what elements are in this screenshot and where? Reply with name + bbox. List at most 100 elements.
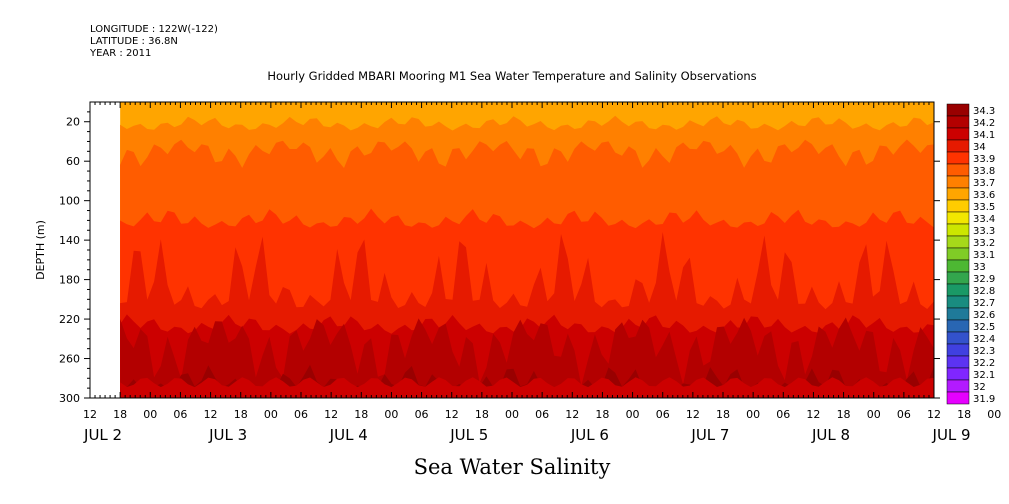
colorbar-label: 33.6 bbox=[973, 190, 995, 201]
x-hour-label: 12 bbox=[927, 408, 941, 421]
year-label: YEAR : 2011 bbox=[90, 48, 152, 59]
x-hour-label: 12 bbox=[686, 408, 700, 421]
colorbar-swatch bbox=[946, 163, 970, 177]
x-hour-label: 12 bbox=[83, 408, 97, 421]
x-hour-label: 06 bbox=[656, 408, 670, 421]
colorbar-swatch bbox=[946, 331, 970, 345]
colorbar-label: 32.8 bbox=[973, 286, 995, 297]
x-hour-label: 06 bbox=[173, 408, 187, 421]
x-day-label: JUL 2 bbox=[83, 426, 122, 444]
colorbar-label: 33.2 bbox=[973, 238, 995, 249]
x-day-label: JUL 9 bbox=[932, 426, 971, 444]
colorbar-swatch bbox=[946, 139, 970, 153]
chart-title: Hourly Gridded MBARI Mooring M1 Sea Wate… bbox=[267, 69, 757, 83]
colorbar-swatch bbox=[946, 115, 970, 129]
colorbar-swatch bbox=[946, 127, 970, 141]
x-day-label: JUL 3 bbox=[208, 426, 247, 444]
colorbar-swatch bbox=[946, 151, 970, 165]
colorbar-label: 33.5 bbox=[973, 202, 995, 213]
bottom-title: Sea Water Salinity bbox=[413, 455, 611, 479]
colorbar-swatch bbox=[946, 379, 970, 393]
x-hour-label: 18 bbox=[234, 408, 248, 421]
longitude-label: LONGITUDE : 122W(-122) bbox=[90, 24, 218, 35]
colorbar-swatch bbox=[946, 187, 970, 201]
colorbar-label: 32.6 bbox=[973, 310, 995, 321]
colorbar-label: 32.2 bbox=[973, 358, 995, 369]
x-day-label: JUL 8 bbox=[811, 426, 850, 444]
x-hour-label: 00 bbox=[143, 408, 157, 421]
colorbar-swatch bbox=[946, 223, 970, 237]
x-hour-label: 12 bbox=[324, 408, 338, 421]
colorbar-swatch bbox=[946, 235, 970, 249]
y-axis-label: DEPTH (m) bbox=[34, 220, 47, 280]
latitude-label: LATITUDE : 36.8N bbox=[90, 36, 178, 47]
colorbar-legend: 34.334.234.13433.933.833.733.633.533.433… bbox=[946, 103, 995, 405]
x-hour-label: 06 bbox=[776, 408, 790, 421]
x-hour-label: 18 bbox=[837, 408, 851, 421]
y-tick-label: 140 bbox=[59, 234, 80, 247]
colorbar-label: 33.4 bbox=[973, 214, 995, 225]
x-day-label: JUL 5 bbox=[449, 426, 488, 444]
x-hour-label: 18 bbox=[595, 408, 609, 421]
colorbar-label: 33.9 bbox=[973, 154, 995, 165]
x-day-label: JUL 7 bbox=[690, 426, 729, 444]
x-hour-label: 06 bbox=[294, 408, 308, 421]
colorbar-label: 33.1 bbox=[973, 250, 995, 261]
x-hour-label: 06 bbox=[897, 408, 911, 421]
colorbar-label: 32.5 bbox=[973, 322, 995, 333]
x-hour-label: 18 bbox=[716, 408, 730, 421]
colorbar-label: 33.8 bbox=[973, 166, 995, 177]
colorbar-label: 32.1 bbox=[973, 370, 995, 381]
x-hour-label: 00 bbox=[746, 408, 760, 421]
colorbar-swatch bbox=[946, 319, 970, 333]
colorbar-swatch bbox=[946, 343, 970, 357]
colorbar-swatch bbox=[946, 271, 970, 285]
x-day-label: JUL 4 bbox=[329, 426, 368, 444]
x-hour-label: 12 bbox=[445, 408, 459, 421]
colorbar-label: 34.1 bbox=[973, 130, 995, 141]
x-hour-label: 00 bbox=[384, 408, 398, 421]
colorbar-label: 32.9 bbox=[973, 274, 995, 285]
colorbar-label: 33.3 bbox=[973, 226, 995, 237]
colorbar-swatch bbox=[946, 175, 970, 189]
colorbar-swatch bbox=[946, 355, 970, 369]
colorbar-label: 32 bbox=[973, 382, 986, 393]
x-day-label: JUL 6 bbox=[570, 426, 609, 444]
y-tick-label: 180 bbox=[59, 274, 80, 287]
x-hour-label: 00 bbox=[505, 408, 519, 421]
x-hour-label: 00 bbox=[987, 408, 1001, 421]
colorbar-label: 32.3 bbox=[973, 346, 995, 357]
colorbar-swatch bbox=[946, 259, 970, 273]
x-hour-label: 12 bbox=[806, 408, 820, 421]
colorbar-label: 34.3 bbox=[973, 106, 995, 117]
colorbar-swatch bbox=[946, 283, 970, 297]
colorbar-label: 33.7 bbox=[973, 178, 995, 189]
plot-area bbox=[120, 102, 935, 399]
y-tick-label: 100 bbox=[59, 195, 80, 208]
y-tick-label: 220 bbox=[59, 313, 80, 326]
deep-band bbox=[120, 377, 935, 398]
x-hour-label: 00 bbox=[626, 408, 640, 421]
colorbar-swatch bbox=[946, 211, 970, 225]
x-hour-label: 00 bbox=[867, 408, 881, 421]
colorbar-label: 34.2 bbox=[973, 118, 995, 129]
x-hour-label: 12 bbox=[204, 408, 218, 421]
colorbar-label: 33 bbox=[973, 262, 986, 273]
colorbar-swatch bbox=[946, 391, 970, 405]
y-tick-label: 300 bbox=[59, 392, 80, 405]
y-tick-label: 60 bbox=[66, 155, 80, 168]
colorbar-swatch bbox=[946, 307, 970, 321]
y-tick-label: 260 bbox=[59, 353, 80, 366]
colorbar-swatch bbox=[946, 367, 970, 381]
axes: 20 60 100 140 180 220 260 300 DEPTH (m) 12 18 00 06 1… bbox=[34, 101, 1001, 444]
colorbar-label: 32.4 bbox=[973, 334, 995, 345]
colorbar-swatch bbox=[946, 295, 970, 309]
x-hour-label: 00 bbox=[264, 408, 278, 421]
colorbar-label: 34 bbox=[973, 142, 986, 153]
x-hour-label: 18 bbox=[113, 408, 127, 421]
x-hour-label: 18 bbox=[475, 408, 489, 421]
y-tick-label: 20 bbox=[66, 116, 80, 129]
x-hour-label: 18 bbox=[957, 408, 971, 421]
x-hour-label: 12 bbox=[565, 408, 579, 421]
